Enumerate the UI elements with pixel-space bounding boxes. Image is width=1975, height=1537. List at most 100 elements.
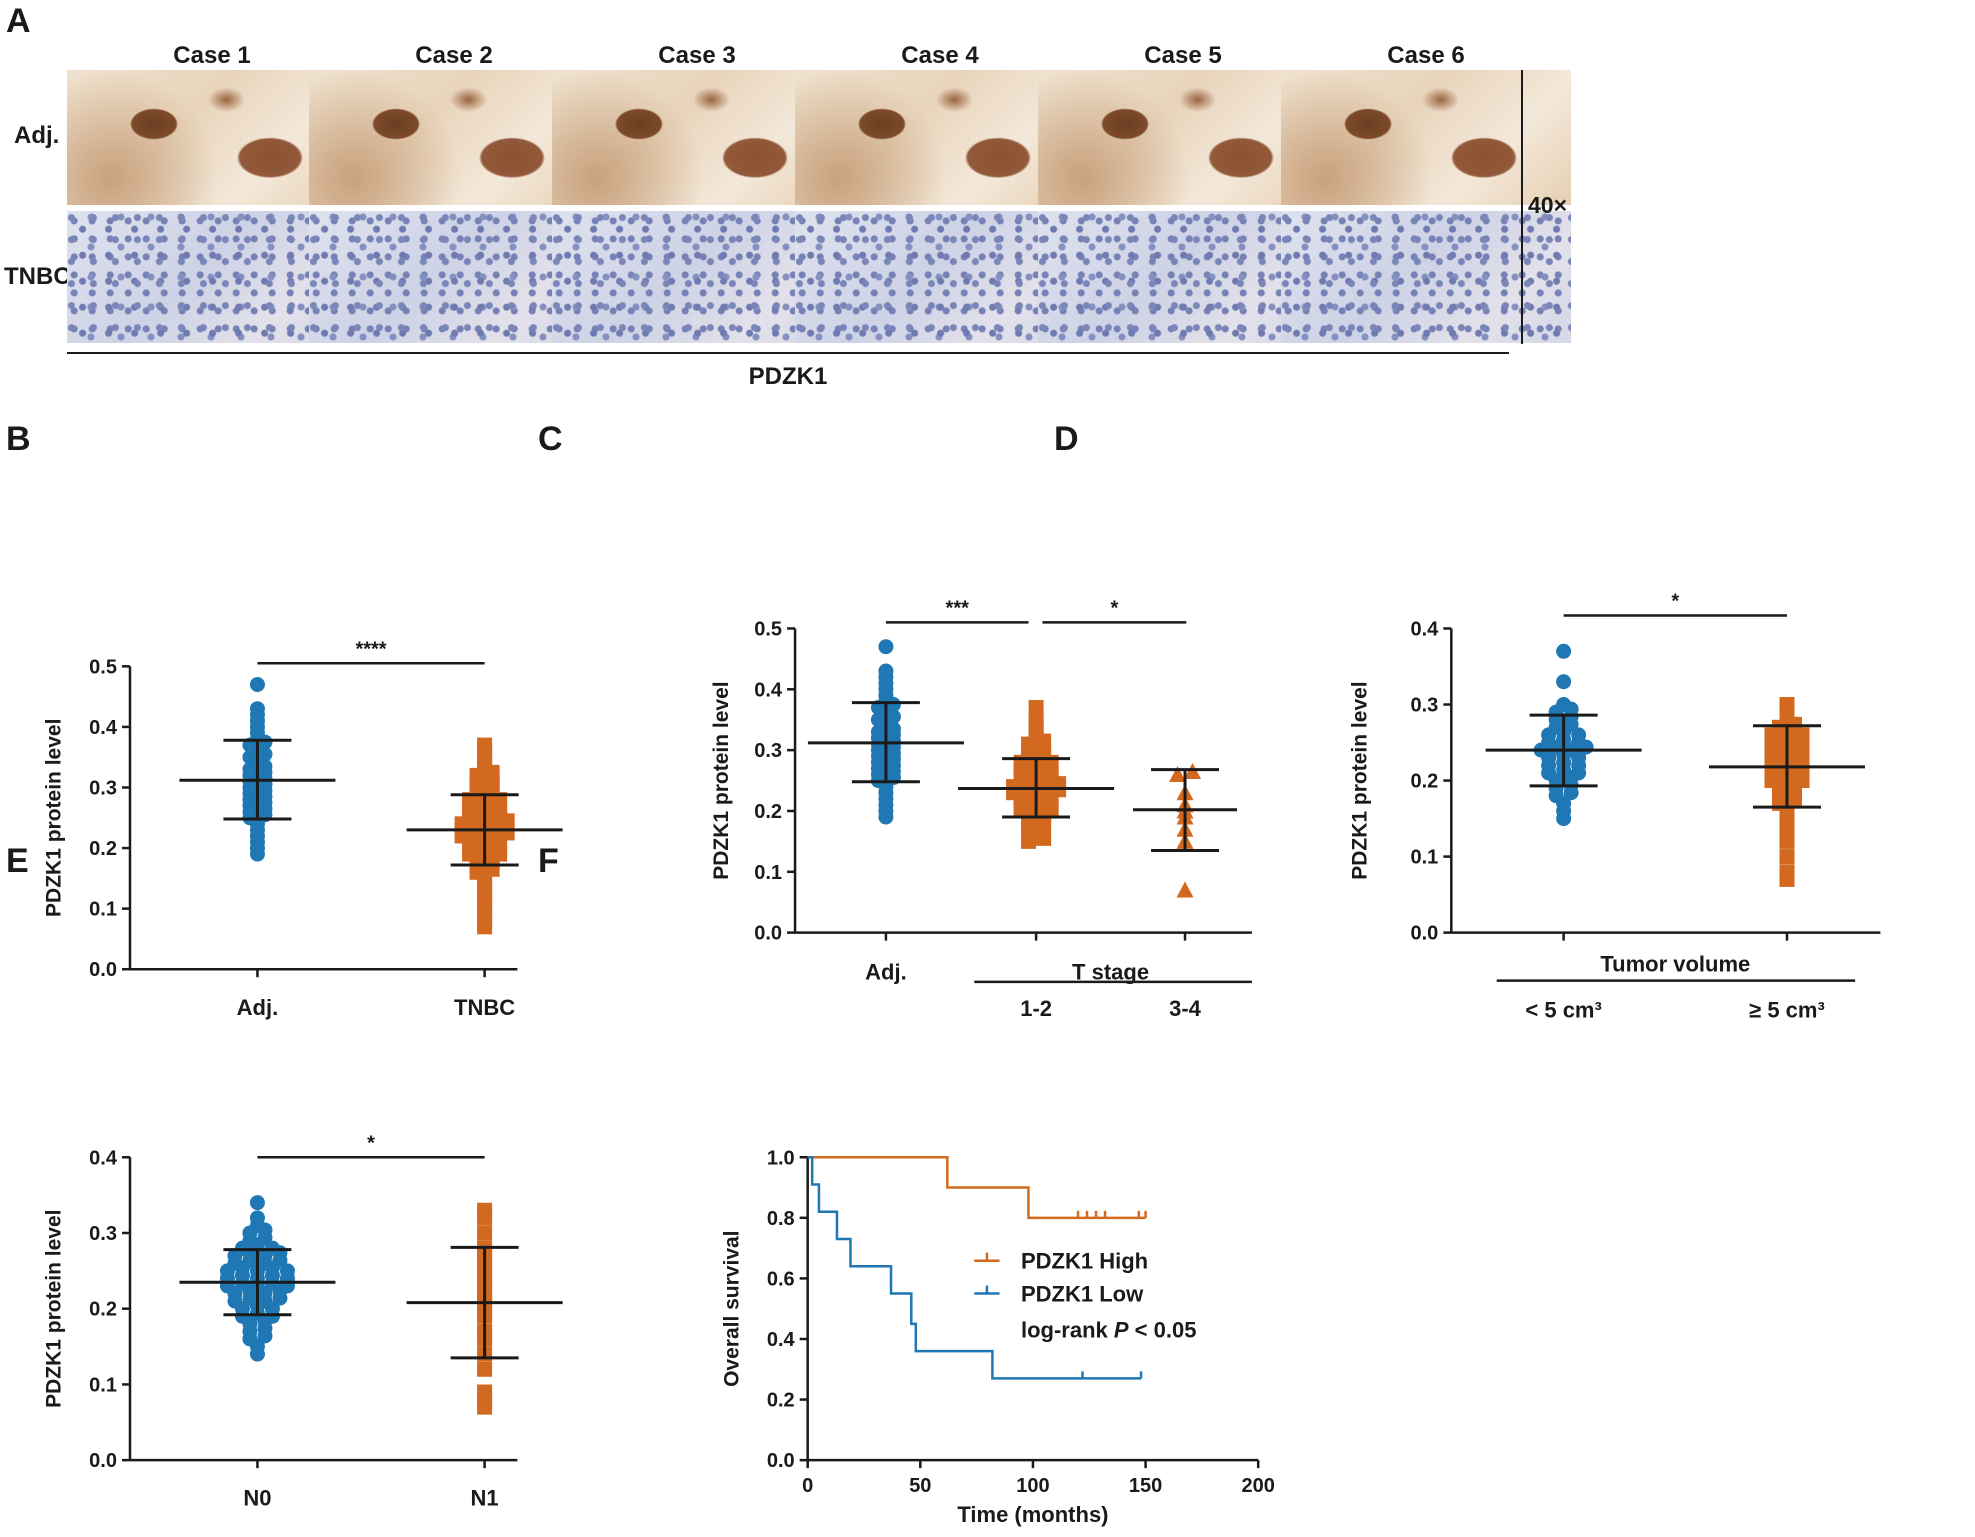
chart-e-point	[477, 1384, 493, 1400]
chart-f-annotation: log-rank P < 0.05	[1021, 1318, 1196, 1343]
chart-c-ytick-label: 0.3	[754, 740, 782, 762]
chart-f-xtick-label: 0	[802, 1475, 813, 1497]
chart-f-xtick-label: 50	[909, 1475, 931, 1497]
chart-d-point	[1779, 864, 1795, 880]
chart-b-xtick-label: Adj.	[237, 995, 279, 1020]
chart-f-xtick-label: 100	[1016, 1475, 1049, 1497]
ihc-image-tnbc-case-3	[552, 211, 842, 343]
panel-label-b: B	[6, 420, 31, 458]
ihc-image-adj-case-3	[552, 70, 842, 205]
chart-c-sig-label: *	[1110, 597, 1118, 619]
chart-c-point	[878, 663, 894, 679]
chart-c-ylabel: PDZK1 protein level	[710, 681, 733, 879]
chart-d-xtick-label: < 5 cm³	[1525, 997, 1601, 1022]
marker-underline	[67, 352, 1509, 354]
case-1-label: Case 1	[173, 42, 251, 69]
panel-label-c: C	[538, 420, 563, 458]
chart-e-xtick-label: N1	[471, 1486, 499, 1511]
chart-b-point	[477, 737, 493, 753]
chart-f-annotation-p: P	[1114, 1318, 1129, 1343]
chart-c-point	[878, 639, 894, 655]
chart-f-xtick-label: 150	[1129, 1475, 1162, 1497]
chart-e-ytick-label: 0.1	[89, 1374, 117, 1396]
chart-b-ytick-label: 0.2	[89, 838, 117, 860]
chart-d-point	[1779, 697, 1795, 713]
chart-b-ytick-label: 0.1	[89, 899, 117, 921]
chart-d-point	[1556, 697, 1572, 713]
case-3-label: Case 3	[658, 42, 736, 69]
chart-c-group-label: T stage	[1072, 959, 1149, 984]
chart-e-point	[264, 1240, 280, 1256]
row-label-tnbc: TNBC	[4, 263, 71, 290]
ihc-image-tnbc-case-5	[1038, 211, 1328, 343]
chart-f-annotation-suffix: < 0.05	[1129, 1318, 1197, 1343]
panel-label-d: D	[1054, 420, 1079, 458]
chart-d-xtick-label: ≥ 5 cm³	[1749, 997, 1825, 1022]
chart-c-ytick-label: 0.5	[754, 618, 782, 640]
marker-label: PDZK1	[748, 363, 828, 390]
panel-label-e: E	[6, 842, 29, 880]
chart-f-ytick-label: 0.8	[767, 1208, 795, 1230]
magnification-bracket	[1521, 70, 1523, 344]
magnification-label: 40×	[1528, 192, 1568, 218]
chart-b-ylabel: PDZK1 protein level	[43, 719, 66, 917]
chart-f-ylabel: Overall survival	[720, 1230, 743, 1386]
case-2-label: Case 2	[415, 42, 493, 69]
chart-d-point	[1571, 727, 1587, 743]
ihc-image-adj-case-1	[67, 70, 357, 205]
chart-e-ytick-label: 0.3	[89, 1223, 117, 1245]
chart-e-xtick-label: N0	[243, 1486, 271, 1511]
chart-b-ytick-label: 0.4	[89, 717, 118, 739]
chart-d-ylabel: PDZK1 protein level	[1349, 681, 1372, 879]
chart-d-point	[1779, 849, 1795, 865]
chart-c-ytick-label: 0.4	[754, 679, 783, 701]
chart-b-point	[249, 677, 265, 693]
chart-f-xlabel: Time (months)	[957, 1502, 1108, 1527]
chart-e-point	[279, 1263, 295, 1279]
chart-c-point	[1028, 700, 1044, 716]
ihc-image-adj-case-5	[1038, 70, 1328, 205]
chart-f-xtick-label: 200	[1242, 1475, 1275, 1497]
ihc-image-adj-case-4	[795, 70, 1085, 205]
case-4-label: Case 4	[901, 42, 979, 69]
row-label-adj: Adj.	[14, 122, 60, 149]
chart-e-ytick-label: 0.4	[89, 1147, 118, 1169]
case-6-label: Case 6	[1387, 42, 1465, 69]
chart-e-ylabel: PDZK1 protein level	[43, 1209, 66, 1407]
chart-e-ytick-label: 0.0	[89, 1450, 117, 1472]
chart-c-ytick-label: 0.1	[754, 862, 782, 884]
chart-c-ytick-label: 0.0	[754, 923, 782, 945]
ihc-image-tnbc-case-1	[67, 211, 357, 343]
chart-f-annotation-prefix: log-rank	[1021, 1318, 1114, 1343]
chart-b-ytick-label: 0.0	[89, 959, 117, 981]
chart-d-group-label: Tumor volume	[1600, 952, 1750, 977]
panel-label-f: F	[538, 842, 559, 880]
chart-e-point	[477, 1225, 493, 1241]
chart-b-point	[249, 701, 265, 717]
chart-d-ytick-label: 0.3	[1410, 695, 1438, 717]
ihc-image-tnbc-case-4	[795, 211, 1085, 343]
chart-b-ytick-label: 0.5	[89, 656, 117, 678]
chart-c-xtick-label: 3-4	[1169, 996, 1202, 1021]
chart-f-ytick-label: 0.6	[767, 1268, 795, 1290]
chart-f-ytick-label: 0.4	[767, 1329, 796, 1351]
chart-b-xtick-label: TNBC	[454, 995, 515, 1020]
chart-e-ytick-label: 0.2	[89, 1299, 117, 1321]
chart-c-xtick-label: Adj.	[865, 959, 907, 984]
chart-e-sig-label: *	[367, 1132, 375, 1154]
chart-c-sig-label: ***	[946, 597, 970, 619]
chart-d-point	[1556, 643, 1572, 659]
chart-f-series-line-low	[807, 1156, 1142, 1380]
chart-d-ytick-label: 0.4	[1410, 618, 1439, 640]
panel-label-a: A	[6, 2, 31, 40]
chart-f-ytick-label: 0.2	[767, 1390, 795, 1412]
chart-c-ytick-label: 0.2	[754, 801, 782, 823]
chart-b-ytick-label: 0.3	[89, 777, 117, 799]
ihc-image-tnbc-case-2	[309, 211, 599, 343]
chart-c-point	[1169, 765, 1187, 782]
chart-f-ytick-label: 0.0	[767, 1450, 795, 1472]
chart-e-point	[477, 1361, 493, 1377]
chart-e-point	[477, 1202, 493, 1218]
chart-b-sig-label: ****	[355, 638, 386, 660]
